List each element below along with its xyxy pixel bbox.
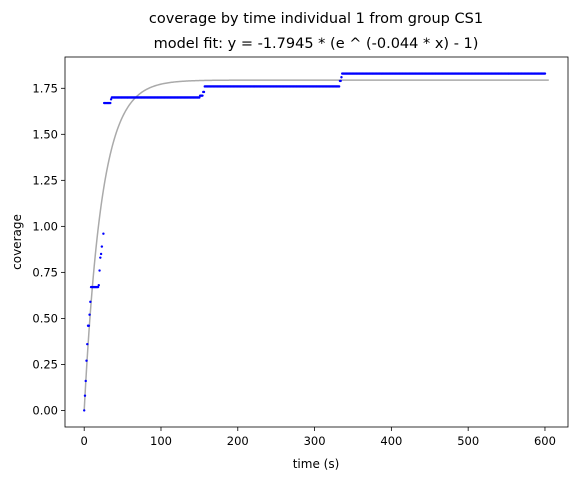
data-point bbox=[340, 76, 343, 79]
y-tick-label: 0.50 bbox=[32, 311, 58, 325]
data-point bbox=[87, 324, 91, 327]
y-tick-label: 0.75 bbox=[32, 265, 58, 279]
x-tick-label: 500 bbox=[457, 434, 479, 448]
data-point bbox=[86, 342, 89, 346]
data-point bbox=[83, 394, 87, 397]
y-tick-label: 1.25 bbox=[32, 173, 58, 187]
data-point bbox=[98, 269, 101, 272]
data-point bbox=[202, 90, 206, 94]
data-point bbox=[99, 256, 102, 259]
points-layer bbox=[83, 72, 547, 412]
y-tick-label: 1.50 bbox=[32, 127, 58, 141]
x-tick-label: 300 bbox=[304, 434, 326, 448]
x-axis-label: time (s) bbox=[293, 457, 340, 471]
data-point bbox=[339, 79, 342, 83]
data-point bbox=[97, 284, 100, 287]
data-point bbox=[84, 379, 87, 383]
data-point bbox=[543, 72, 547, 75]
y-tick-label: 0.00 bbox=[32, 403, 58, 417]
data-point bbox=[198, 96, 201, 99]
fit-curve bbox=[83, 79, 549, 411]
y-tick-label: 0.25 bbox=[32, 357, 58, 371]
x-tick-label: 200 bbox=[227, 434, 249, 448]
plot-frame bbox=[64, 56, 569, 428]
x-tick-label: 100 bbox=[150, 434, 172, 448]
y-axis: 0.00 0.25 0.50 0.75 1.00 1.25 1.50 1.75 bbox=[32, 81, 65, 417]
x-tick-label: 600 bbox=[534, 434, 556, 448]
data-point bbox=[109, 98, 113, 101]
data-point bbox=[83, 409, 86, 412]
y-tick-label: 1.00 bbox=[32, 219, 58, 233]
data-point bbox=[102, 232, 105, 235]
data-point bbox=[96, 285, 100, 289]
x-tick-label: 0 bbox=[81, 434, 88, 448]
data-point bbox=[109, 101, 112, 105]
fit-layer bbox=[83, 79, 549, 411]
y-tick-label: 1.75 bbox=[32, 81, 58, 95]
x-tick-label: 400 bbox=[380, 434, 402, 448]
data-point bbox=[100, 245, 104, 248]
chart-subtitle: model fit: y = -1.7945 * (e ^ (-0.044 * … bbox=[154, 36, 479, 52]
y-axis-label: coverage bbox=[10, 214, 24, 270]
data-point bbox=[201, 94, 204, 97]
chart-title: coverage by time individual 1 from group… bbox=[149, 11, 483, 27]
data-point bbox=[85, 359, 88, 362]
data-point bbox=[337, 85, 341, 88]
data-point bbox=[89, 300, 92, 304]
x-axis: 0 100 200 300 400 500 600 bbox=[81, 427, 556, 448]
data-point bbox=[88, 313, 91, 316]
data-point bbox=[99, 252, 103, 256]
